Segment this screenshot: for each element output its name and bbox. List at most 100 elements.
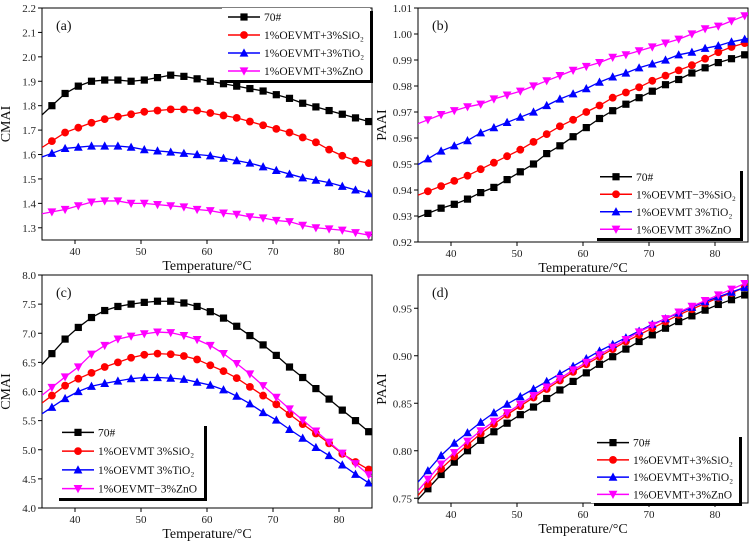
- data-point: [338, 151, 347, 160]
- data-point: [179, 331, 189, 341]
- legend-label: 70#: [636, 172, 654, 184]
- series-0: [418, 291, 748, 500]
- data-point: [192, 205, 202, 215]
- y-tick-label: 0.93: [393, 211, 413, 223]
- data-point: [193, 302, 201, 311]
- y-tick-label: 4.0: [22, 503, 36, 515]
- data-point: [245, 213, 255, 222]
- data-point: [351, 469, 360, 478]
- data-point: [100, 197, 110, 206]
- y-tick-label: 0.97: [393, 107, 413, 119]
- data-point: [47, 208, 57, 217]
- data-point: [582, 108, 591, 116]
- y-axis-title: CMAI: [0, 373, 14, 410]
- data-point: [450, 200, 458, 208]
- panel-label: (b): [432, 19, 449, 34]
- legend-marker: [239, 48, 249, 57]
- data-point: [259, 121, 267, 130]
- legend: 70# 1%OEVMT+3%SiO₂ 1%OEVMT+3%TiO₂ 1%OEVMT+3…: [591, 434, 742, 506]
- data-point: [219, 111, 228, 120]
- data-point: [192, 336, 202, 345]
- y-tick-label: 1.5: [22, 174, 36, 186]
- data-point: [299, 99, 307, 107]
- data-point: [100, 363, 109, 371]
- data-point: [463, 437, 472, 446]
- data-point: [555, 94, 565, 103]
- data-point: [635, 337, 643, 346]
- data-point: [740, 34, 748, 43]
- y-tick-label: 0.95: [393, 159, 413, 171]
- data-point: [365, 428, 372, 436]
- data-point: [192, 149, 202, 159]
- x-tick-label: 50: [512, 248, 524, 260]
- data-point: [232, 391, 242, 400]
- data-point: [100, 341, 110, 351]
- data-point: [127, 300, 135, 308]
- series-2: [42, 141, 372, 198]
- data-point: [648, 76, 657, 85]
- data-point: [113, 376, 123, 385]
- data-point: [272, 351, 280, 359]
- y-tick-label: 1.3: [22, 223, 36, 235]
- legend-label: 1%OEVMT 3%SiO₂: [98, 446, 194, 458]
- y-tick-label: 0.98: [393, 81, 413, 93]
- data-point: [516, 168, 524, 176]
- data-point: [272, 91, 280, 99]
- y-axis-title: CMAI: [0, 105, 14, 142]
- x-tick-label: 40: [446, 509, 458, 521]
- data-point: [556, 386, 564, 394]
- legend-marker: [611, 207, 621, 216]
- data-point: [153, 74, 162, 82]
- data-point: [258, 382, 268, 391]
- data-point: [233, 322, 241, 330]
- data-point: [661, 315, 670, 324]
- legend-marker: [74, 447, 82, 456]
- data-point: [61, 128, 69, 137]
- data-point: [556, 142, 564, 150]
- data-point: [477, 189, 485, 197]
- x-tick-label: 80: [710, 509, 722, 521]
- data-point: [126, 332, 136, 341]
- y-tick-label: 0.85: [393, 398, 413, 410]
- data-point: [205, 151, 215, 160]
- data-point: [324, 450, 334, 460]
- data-point: [648, 331, 656, 339]
- data-point: [674, 50, 684, 59]
- data-point: [153, 328, 162, 337]
- y-tick-label: 7.5: [22, 299, 36, 311]
- data-point: [609, 107, 617, 115]
- data-point: [635, 94, 643, 102]
- y-axis-title: PAAI: [375, 373, 390, 405]
- data-point: [61, 89, 69, 98]
- data-point: [245, 399, 255, 408]
- data-point: [700, 43, 710, 52]
- plot-area: [42, 71, 372, 240]
- data-point: [325, 145, 333, 154]
- y-tick-label: 6.0: [22, 387, 36, 399]
- legend-marker: [239, 67, 249, 76]
- y-tick-label: 8.0: [22, 270, 36, 282]
- data-point: [569, 133, 577, 141]
- data-point: [622, 88, 630, 97]
- data-point: [48, 137, 56, 145]
- data-point: [325, 106, 333, 115]
- data-point: [271, 165, 281, 174]
- data-point: [364, 478, 372, 487]
- data-point: [87, 141, 96, 150]
- data-point: [595, 77, 604, 86]
- data-point: [595, 59, 604, 68]
- data-point: [219, 80, 228, 88]
- data-point: [285, 405, 294, 414]
- data-point: [490, 158, 498, 167]
- series-2: [42, 372, 372, 487]
- data-point: [555, 374, 565, 384]
- data-point: [101, 76, 109, 84]
- data-point: [139, 199, 149, 208]
- data-point: [489, 123, 499, 132]
- data-point: [180, 105, 188, 114]
- data-point: [647, 321, 657, 330]
- data-point: [259, 87, 267, 95]
- data-point: [246, 382, 254, 391]
- x-axis-title: Temperature/°C: [162, 259, 251, 274]
- data-point: [166, 329, 176, 338]
